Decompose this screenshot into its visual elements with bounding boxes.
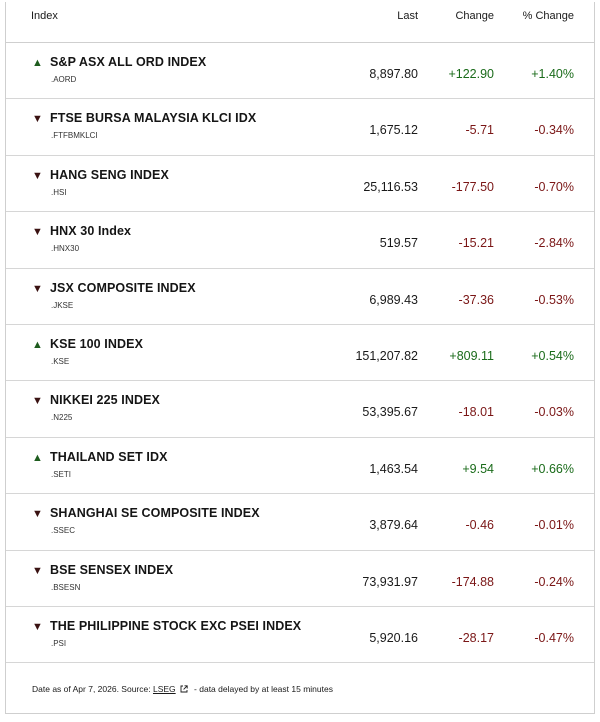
change-value: +122.90 xyxy=(448,67,494,81)
pct-change-value: -2.84% xyxy=(534,236,574,251)
header-last: Last xyxy=(397,10,418,22)
pct-change-value: +0.66% xyxy=(531,461,574,476)
change-value: -28.17 xyxy=(458,630,494,645)
header-pct-change: % Change xyxy=(522,10,574,22)
index-rows: ▲ S&P ASX ALL ORD INDEX .AORD 8,897.80 +122.… xyxy=(6,43,594,664)
last-value: 8,897.80 xyxy=(369,67,418,81)
triangle-down-icon: ▼ xyxy=(32,169,43,182)
index-name[interactable]: S&P ASX ALL ORD INDEX xyxy=(50,55,207,69)
index-ric: .HSI xyxy=(51,187,67,197)
index-name[interactable]: SHANGHAI SE COMPOSITE INDEX xyxy=(50,506,260,521)
table-row[interactable]: ▼ HNX 30 Index .HNX30 519.57 -15.21 -2.84% xyxy=(6,212,594,269)
table-row[interactable]: ▼ THE PHILIPPINE STOCK EXC PSEI INDEX .PSI… xyxy=(6,607,594,664)
index-ric: .AORD xyxy=(51,75,77,84)
table-row[interactable]: ▼ NIKKEI 225 INDEX .N225 53,395.67 -18.01 -0.… xyxy=(6,381,594,438)
source-link[interactable]: LSEG xyxy=(152,684,176,694)
table-row[interactable]: ▼ JSX COMPOSITE INDEX .JKSE 6,989.43 -37.36 -… xyxy=(6,269,594,325)
pct-change-value: -0.70% xyxy=(534,179,574,194)
table-row[interactable]: ▲ THAILAND SET IDX .SETI 1,463.54 +9.54 +0.66… xyxy=(6,438,594,495)
footer: Date as of Apr 7, 2026. Source: LSEG - d… xyxy=(6,665,594,713)
market-indices-widget: Index Last Change % Change ▲ S&P ASX ALL … xyxy=(5,2,595,714)
index-name[interactable]: KSE 100 INDEX xyxy=(50,336,144,351)
table-row[interactable]: ▼ FTSE BURSA MALAYSIA KLCI IDX .FTFBMKLCI 1… xyxy=(6,99,594,156)
triangle-up-icon: ▲ xyxy=(32,451,43,464)
table-row[interactable]: ▲ S&P ASX ALL ORD INDEX .AORD 8,897.80 +122.… xyxy=(6,43,594,100)
last-value: 73,931.97 xyxy=(362,574,418,589)
index-name[interactable]: THE PHILIPPINE STOCK EXC PSEI INDEX xyxy=(50,618,302,633)
index-ric: .BSESN xyxy=(51,582,81,592)
index-ric: .KSE xyxy=(51,356,70,366)
footer-prefix: Date as of Apr 7, 2026. Source: xyxy=(32,684,151,694)
pct-change-value: -0.01% xyxy=(534,518,574,533)
index-ric: .SETI xyxy=(51,469,72,479)
index-ric: .HNX30 xyxy=(51,244,80,254)
index-ric: .JKSE xyxy=(51,300,74,310)
pct-change-value: -0.47% xyxy=(534,630,574,645)
triangle-up-icon: ▲ xyxy=(32,57,43,69)
change-value: -37.36 xyxy=(458,292,494,307)
footer-note: Date as of Apr 7, 2026. Source: LSEG - d… xyxy=(32,684,333,694)
index-ric: .PSI xyxy=(51,638,67,648)
index-name[interactable]: FTSE BURSA MALAYSIA KLCI IDX xyxy=(50,111,257,126)
index-name[interactable]: HNX 30 Index xyxy=(50,224,132,239)
change-value: -15.21 xyxy=(458,236,494,251)
last-value: 1,463.54 xyxy=(369,461,418,476)
last-value: 5,920.16 xyxy=(369,630,418,645)
change-value: -5.71 xyxy=(465,123,495,138)
table-header: Index Last Change % Change xyxy=(6,2,594,43)
triangle-down-icon: ▼ xyxy=(32,113,43,126)
index-name[interactable]: JSX COMPOSITE INDEX xyxy=(50,280,196,295)
change-value: +9.54 xyxy=(462,461,494,476)
last-value: 1,675.12 xyxy=(369,123,418,138)
last-value: 25,116.53 xyxy=(363,179,418,194)
last-value: 6,989.43 xyxy=(369,292,418,307)
header-change: Change xyxy=(455,10,494,22)
last-value: 53,395.67 xyxy=(362,405,418,420)
triangle-down-icon: ▼ xyxy=(32,395,43,408)
header-index: Index xyxy=(31,10,58,22)
pct-change-value: -0.53% xyxy=(534,292,574,307)
pct-change-value: +0.54% xyxy=(531,348,574,363)
triangle-down-icon: ▼ xyxy=(32,282,43,295)
triangle-down-icon: ▼ xyxy=(32,508,43,521)
index-ric: .SSEC xyxy=(51,526,76,536)
table-row[interactable]: ▲ KSE 100 INDEX .KSE 151,207.82 +809.11 +0.54… xyxy=(6,325,594,382)
pct-change-value: -0.03% xyxy=(534,405,574,420)
table-row[interactable]: ▼ BSE SENSEX INDEX .BSESN 73,931.97 -174.88 -… xyxy=(6,551,594,607)
change-value: -0.46 xyxy=(465,518,495,533)
change-value: -18.01 xyxy=(458,405,494,420)
index-ric: .N225 xyxy=(51,413,73,423)
change-value: -177.50 xyxy=(451,179,494,194)
last-value: 519.57 xyxy=(379,236,418,251)
triangle-down-icon: ▼ xyxy=(32,226,43,239)
table-row[interactable]: ▼ HANG SENG INDEX .HSI 25,116.53 -177.50 -0.7… xyxy=(6,156,594,213)
index-name[interactable]: HANG SENG INDEX xyxy=(50,167,169,182)
triangle-up-icon: ▲ xyxy=(32,338,43,351)
triangle-down-icon: ▼ xyxy=(32,620,43,633)
external-link-icon[interactable] xyxy=(180,685,188,693)
index-ric: .FTFBMKLCI xyxy=(51,131,98,141)
triangle-down-icon: ▼ xyxy=(32,564,43,577)
footer-suffix: - data delayed by at least 15 minutes xyxy=(194,684,333,694)
pct-change-value: -0.34% xyxy=(534,123,574,138)
change-value: -174.88 xyxy=(451,574,494,589)
table-row[interactable]: ▼ SHANGHAI SE COMPOSITE INDEX .SSEC 3,879.6… xyxy=(6,494,594,551)
pct-change-value: +1.40% xyxy=(531,67,574,81)
last-value: 3,879.64 xyxy=(369,518,418,533)
index-name[interactable]: THAILAND SET IDX xyxy=(50,449,168,464)
last-value: 151,207.82 xyxy=(355,348,418,363)
change-value: +809.11 xyxy=(449,348,494,363)
index-name[interactable]: NIKKEI 225 INDEX xyxy=(50,393,160,408)
index-name[interactable]: BSE SENSEX INDEX xyxy=(50,562,174,577)
pct-change-value: -0.24% xyxy=(534,574,574,589)
